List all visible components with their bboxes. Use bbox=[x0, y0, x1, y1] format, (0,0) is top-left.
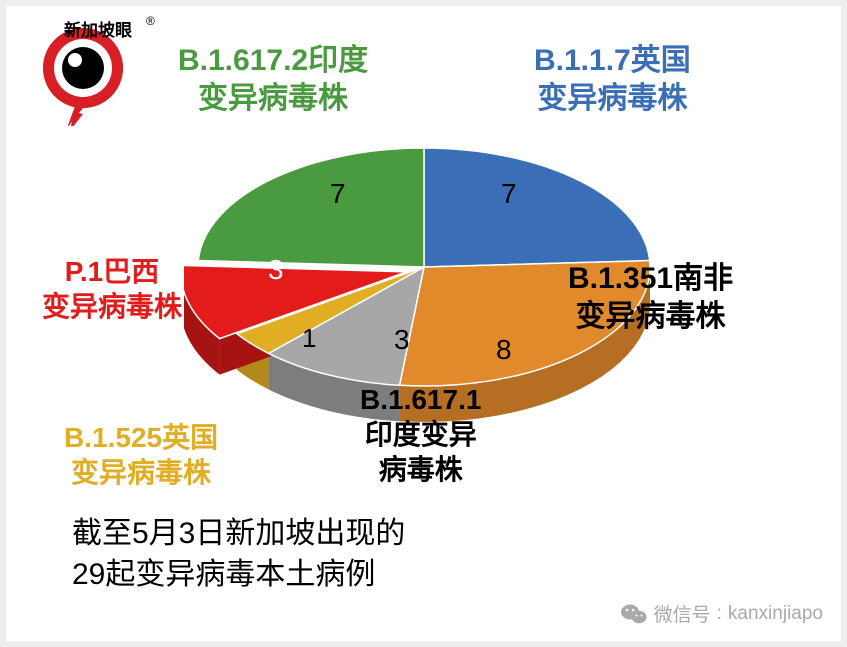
slice-label-uk525: B.1.525英国变异病毒株 bbox=[64, 420, 218, 490]
slice-value-sa351: 8 bbox=[496, 332, 512, 367]
pie-slice-uk117 bbox=[424, 148, 650, 267]
wechat-credit: 微信号: kanxinjiapo bbox=[620, 600, 823, 627]
slice-value-br_p1: 3 bbox=[268, 252, 284, 287]
caption-line1: 截至5月3日新加坡出现的 bbox=[72, 517, 405, 550]
slice-label-in6172: B.1.617.2印度变异病毒株 bbox=[178, 42, 368, 117]
slice-value-uk525: 1 bbox=[302, 322, 316, 355]
slice-value-in6171: 3 bbox=[394, 322, 410, 357]
slice-label-sa351: B.1.351南非变异病毒株 bbox=[568, 260, 733, 335]
wechat-label: 微信号 bbox=[654, 600, 711, 627]
slice-label-br_p1: P.1巴西变异病毒株 bbox=[42, 254, 182, 324]
caption-line2: 29起变异病毒本土病例 bbox=[72, 558, 375, 591]
chart-frame: { "logo":{"text":"新加坡眼","reg":"®"}, "cha… bbox=[6, 6, 841, 641]
logo-text: 新加坡眼 bbox=[64, 16, 132, 41]
logo-reg: ® bbox=[146, 14, 155, 28]
wechat-handle: kanxinjiapo bbox=[728, 603, 823, 625]
slice-label-in6171: B.1.617.1印度变异病毒株 bbox=[360, 382, 481, 487]
logo: 新加坡眼 ® bbox=[28, 16, 138, 126]
slice-value-uk117: 7 bbox=[501, 176, 517, 211]
wechat-icon bbox=[620, 602, 648, 626]
slice-label-uk117: B.1.1.7英国变异病毒株 bbox=[534, 42, 691, 117]
caption: 截至5月3日新加坡出现的 29起变异病毒本土病例 bbox=[72, 514, 405, 595]
pie-slice-in6172 bbox=[198, 148, 424, 267]
slice-value-in6172: 7 bbox=[330, 176, 346, 211]
